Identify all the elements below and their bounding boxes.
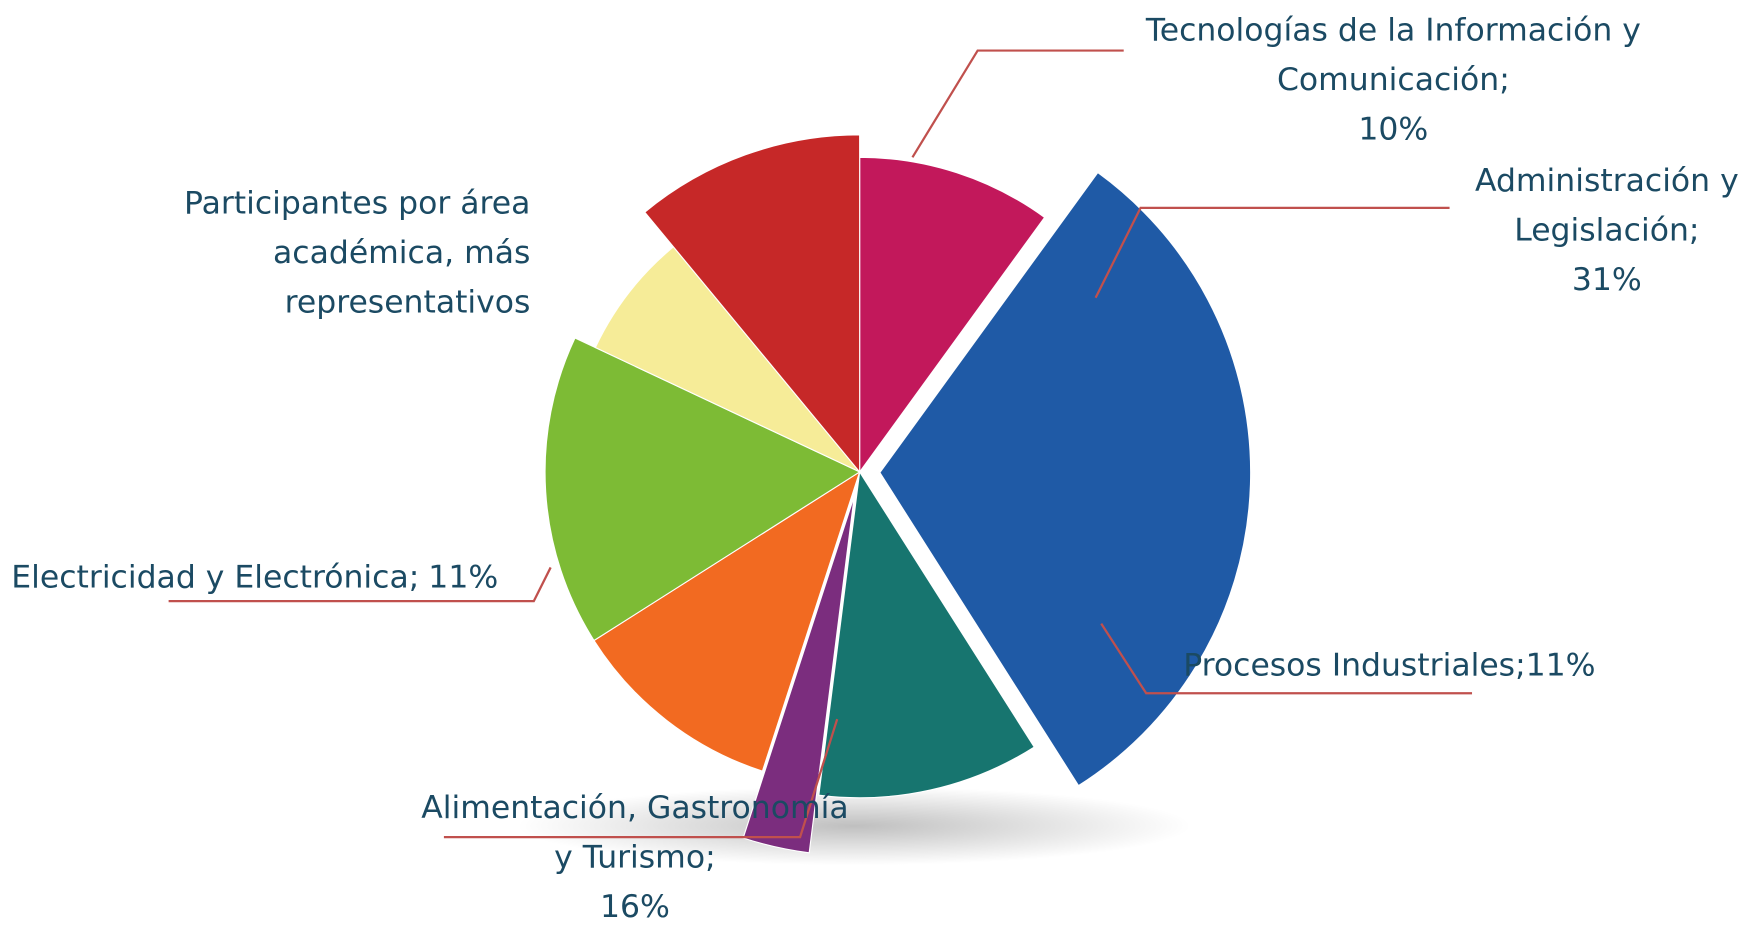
leader-line: [168, 566, 552, 603]
value-label: 31%: [1572, 262, 1642, 298]
pie-slice: [818, 470, 1036, 799]
slice-label: Administración y Legislación;: [1475, 163, 1739, 248]
pie-slice: [859, 156, 1046, 474]
pie-slice: [594, 246, 861, 473]
pie-shadow: [516, 786, 1192, 866]
value-label: 11%: [1526, 647, 1596, 683]
leader-line: [443, 718, 839, 839]
slice-label: Tecnologías de la Información y Comunicac…: [1145, 12, 1641, 97]
leader-line: [1100, 623, 1473, 695]
leader-line: [1094, 206, 1450, 299]
pie-slice: [593, 470, 861, 772]
leader-line: [911, 49, 1124, 158]
slice-label: Procesos Industriales;: [1183, 647, 1525, 683]
value-label: 10%: [1358, 111, 1428, 147]
slice-label: Electricidad y Electrónica;: [11, 560, 419, 596]
pie-slice: [643, 134, 861, 474]
value-label: 16%: [600, 889, 670, 925]
value-label: 11%: [428, 560, 498, 596]
slice-label: Alimentación, Gastronomía y Turismo;: [421, 790, 848, 875]
chart-title: Participantes por área académica, más repr…: [184, 186, 530, 321]
pie-slice: [879, 171, 1252, 787]
pie-slice: [544, 337, 861, 642]
